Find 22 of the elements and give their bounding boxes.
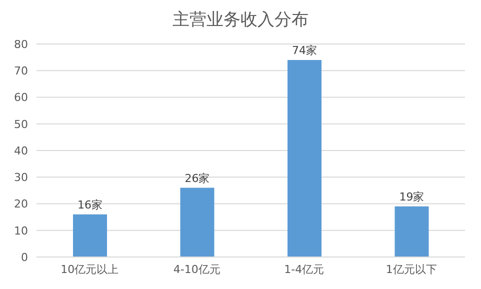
y-tick-label: 60 <box>14 91 28 104</box>
y-tick-label: 0 <box>21 250 28 264</box>
y-tick-label: 10 <box>14 224 28 238</box>
bar <box>180 188 214 257</box>
y-tick-label: 50 <box>14 118 28 131</box>
y-tick-label: 70 <box>14 64 28 78</box>
bar <box>288 60 322 257</box>
x-tick-label: 1-4亿元 <box>284 262 324 276</box>
data-label: 74家 <box>292 44 317 57</box>
bar <box>394 206 429 257</box>
y-tick-label: 30 <box>14 171 28 184</box>
y-tick-label: 20 <box>14 198 28 211</box>
bar <box>73 214 107 257</box>
y-tick-label: 40 <box>14 144 28 158</box>
x-tick-label: 10亿元以上 <box>60 262 119 276</box>
data-label: 19家 <box>399 190 424 204</box>
data-label: 26家 <box>184 172 210 185</box>
x-tick-label: 4-10亿元 <box>173 262 220 276</box>
chart-title: 主营业务收入分布 <box>172 9 310 31</box>
y-tick-label: 80 <box>14 38 28 51</box>
data-label: 16家 <box>78 198 102 212</box>
x-tick-label: 1亿元以下 <box>386 262 437 276</box>
